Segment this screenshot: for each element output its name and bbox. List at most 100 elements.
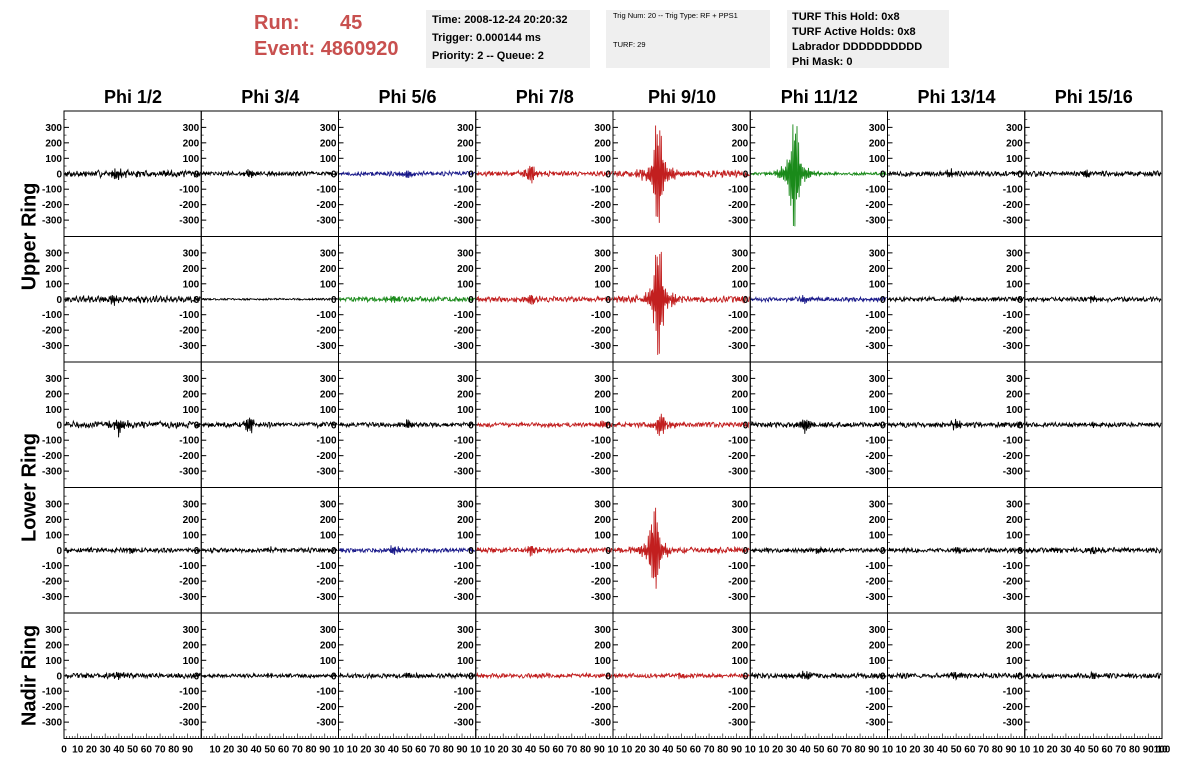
x-tick-label: 80 (168, 745, 180, 756)
y-tick-label: 100 (457, 279, 474, 290)
y-tick-label: 0 (743, 671, 749, 682)
y-tick-label: 100 (183, 279, 200, 290)
y-tick-label: 200 (457, 138, 474, 149)
time-trigger-box: Time: 2008-12-24 20:20:32 Trigger: 0.000… (426, 10, 590, 68)
y-tick-label: -300 (1003, 341, 1023, 352)
waveform-trace (201, 169, 338, 178)
y-tick-label: -100 (1003, 310, 1023, 321)
x-tick-label: 50 (813, 745, 825, 756)
trigger-line: Trigger: 0.000144 ms (432, 32, 541, 44)
y-tick-label: -100 (591, 561, 611, 572)
y-tick-label: -300 (591, 341, 611, 352)
y-tick-label: 300 (457, 625, 474, 636)
x-tick-label: 60 (415, 745, 427, 756)
y-tick-label: 0 (331, 546, 337, 557)
y-tick-label: 0 (605, 546, 611, 557)
x-tick-label: 40 (525, 745, 537, 756)
turf-this-hold-line: TURF This Hold: 0x8 (792, 11, 900, 23)
x-tick-label: 10 (484, 745, 496, 756)
y-tick-label: 0 (1017, 169, 1023, 180)
y-tick-label: 100 (45, 656, 62, 667)
waveform-trace (339, 169, 476, 179)
y-tick-label: 0 (1017, 295, 1023, 306)
column-header-7: Phi 13/14 (917, 87, 996, 107)
y-tick-label: -200 (728, 577, 748, 588)
y-tick-label: 200 (594, 138, 611, 149)
y-tick-label: -300 (728, 467, 748, 478)
y-tick-label: 0 (743, 169, 749, 180)
y-tick-label: -100 (865, 436, 885, 447)
waveform-trace (751, 545, 887, 555)
y-tick-label: -300 (454, 216, 474, 227)
waveform-trace (64, 168, 201, 181)
y-tick-label: -100 (454, 185, 474, 196)
y-tick-label: 100 (732, 279, 749, 290)
y-tick-label: 200 (1006, 515, 1023, 526)
y-tick-label: 300 (732, 248, 749, 259)
waveform-trace (339, 419, 476, 429)
waveform-trace (202, 672, 338, 680)
y-tick-label: 0 (880, 169, 886, 180)
waveform-trace (613, 671, 750, 680)
y-tick-label: 100 (594, 656, 611, 667)
y-tick-label: -100 (316, 310, 336, 321)
y-tick-label: 300 (45, 248, 62, 259)
x-tick-label: 10 (882, 745, 894, 756)
y-tick-label: 200 (869, 264, 886, 275)
x-tick-label: 70 (155, 745, 167, 756)
column-header-6: Phi 11/12 (780, 87, 858, 107)
x-tick-label: 50 (676, 745, 688, 756)
waveform-trace (751, 124, 887, 227)
y-tick-label: 300 (594, 625, 611, 636)
y-tick-label: 0 (194, 295, 200, 306)
waveform-trace (888, 546, 1025, 555)
y-tick-label: -200 (42, 451, 62, 462)
y-tick-label: 100 (320, 279, 337, 290)
y-tick-label: 300 (1006, 123, 1023, 134)
y-tick-label: 200 (320, 515, 337, 526)
y-tick-label: 200 (732, 138, 749, 149)
y-tick-label: -100 (42, 687, 62, 698)
y-tick-label: 200 (869, 138, 886, 149)
y-tick-label: -100 (454, 687, 474, 698)
x-tick-label: 80 (854, 745, 866, 756)
y-tick-label: 200 (45, 264, 62, 275)
y-tick-label: -200 (316, 326, 336, 337)
y-tick-label: -300 (728, 341, 748, 352)
turf-active-holds-line: TURF Active Holds: 0x8 (792, 26, 916, 38)
y-tick-label: 300 (594, 499, 611, 510)
waveform-trace (201, 546, 338, 555)
y-tick-label: -300 (316, 718, 336, 729)
y-tick-label: 0 (605, 295, 611, 306)
y-tick-label: -300 (591, 467, 611, 478)
y-tick-label: -100 (591, 436, 611, 447)
y-tick-label: 300 (1006, 625, 1023, 636)
y-tick-label: 200 (183, 138, 200, 149)
y-tick-label: 0 (194, 169, 200, 180)
y-tick-label: 100 (869, 656, 886, 667)
y-tick-label: 300 (869, 499, 886, 510)
y-tick-label: -100 (316, 561, 336, 572)
priority-line: Priority: 2 -- Queue: 2 (432, 50, 544, 62)
waveform-trace (201, 297, 338, 302)
y-tick-label: -300 (316, 467, 336, 478)
y-tick-label: 200 (732, 515, 749, 526)
y-tick-label: -300 (591, 216, 611, 227)
y-tick-label: 200 (869, 515, 886, 526)
y-tick-label: 200 (183, 389, 200, 400)
y-tick-label: -200 (591, 702, 611, 713)
y-tick-label: 0 (56, 671, 62, 682)
y-tick-label: -200 (591, 451, 611, 462)
x-tick-label: 90 (594, 745, 606, 756)
time-line: Time: 2008-12-24 20:20:32 (432, 14, 568, 26)
waveform-trace (339, 295, 476, 304)
x-tick-label: 70 (704, 745, 716, 756)
x-tick-label: 40 (251, 745, 263, 756)
x-tick-label: 40 (1074, 745, 1086, 756)
y-tick-label: 100 (457, 656, 474, 667)
y-tick-label: -300 (865, 467, 885, 478)
run-label: Run: (254, 12, 300, 34)
y-tick-label: 200 (45, 515, 62, 526)
x-tick-label: 60 (1102, 745, 1114, 756)
x-tick-label: 10 (1033, 745, 1045, 756)
